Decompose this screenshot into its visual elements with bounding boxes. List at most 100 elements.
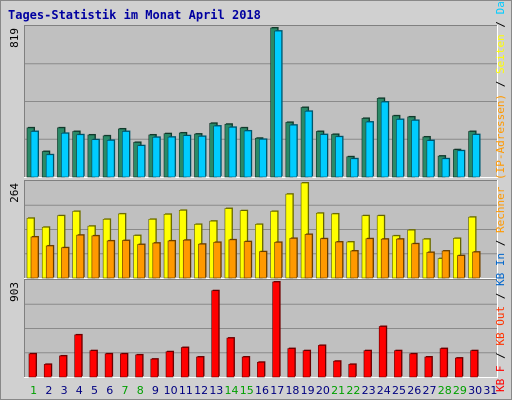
bar-dateien-day-18 [289,124,298,178]
bar-kb_total-day-11 [180,346,190,378]
chart-legend: KB F / KB Out / KB In / Rechner (IP-Adre… [494,0,507,392]
bar-face [167,240,176,279]
bar-face [106,240,115,279]
bar-face [380,101,389,178]
x-label-day-4: 4 [76,384,83,397]
bar-face [470,350,478,378]
bar-face [61,133,69,178]
bar-face [411,243,419,279]
bar-face [365,238,374,279]
bar-rechner-day-13 [213,241,222,279]
bar-face [411,120,419,178]
bar-dateien-day-6 [106,139,116,178]
y-max-label: 903 [8,282,21,302]
bar-kb_total-day-7 [120,352,129,378]
bar-rechner-day-25 [396,238,405,279]
bar-dateien-day-17 [274,30,283,178]
bar-face [76,234,84,279]
x-label-day-22: 22 [346,384,360,397]
bar-rechner-day-22 [350,250,359,279]
bar-dateien-day-9 [152,136,161,178]
bar-face [76,134,84,178]
bar-face [211,290,220,378]
bar-face [394,350,402,378]
bar-face [439,348,448,378]
bar-face [198,136,206,178]
bar-face [228,239,237,279]
legend-separator: / [494,346,507,366]
bar-face [317,345,326,378]
bar-kb_total-day-18 [287,347,296,378]
bar-face [302,350,311,378]
x-label-day-7: 7 [121,384,128,397]
x-label-day-11: 11 [179,384,193,397]
bar-face [365,121,374,178]
bar-face [120,353,128,378]
bar-rechner-day-6 [106,239,116,279]
x-label-day-5: 5 [91,384,98,397]
bar-rechner-day-16 [259,250,268,279]
legend-item-kb_in: KB In [494,253,507,286]
bar-dateien-day-22 [350,157,359,178]
bar-face [61,247,69,279]
x-label-day-6: 6 [106,384,113,397]
bar-kb_total-day-29 [455,357,464,378]
legend-item-rechner: Rechner (IP-Adressen) [494,94,507,233]
bar-face [378,326,387,378]
legend-item-kb_total: KB F [494,366,507,393]
bar-face [363,350,372,378]
bar-rechner-day-9 [152,242,161,279]
bar-face [198,243,206,279]
legend-item-seiten: Seiten [494,34,507,74]
bar-dateien-day-15 [243,129,253,178]
bar-kb_total-day-6 [104,352,114,378]
bar-face [213,242,222,279]
bar-face [91,139,100,178]
bar-face [182,135,191,178]
bar-dateien-day-3 [61,132,70,178]
bar-kb_total-day-16 [257,361,266,378]
bar-rechner-day-27 [426,251,435,279]
bar-face [226,337,235,378]
x-label-day-9: 9 [152,384,159,397]
x-axis-day-labels: 1 2 3 4 5 6 7 8 9 10 11 12 13 14 15 16 17 18 19 20 21 22 23 24 2… [30,384,497,397]
bar-face [300,182,309,279]
bar-face [350,250,359,279]
bar-rechner-day-26 [411,242,420,279]
bar-dateien-day-13 [213,125,222,178]
bar-seiten-day-19 [300,182,310,279]
bar-rechner-day-14 [228,238,237,279]
bar-face [426,140,435,178]
bar-face [289,238,298,279]
bar-face [348,364,357,378]
bar-dateien-day-14 [228,126,237,178]
bar-face [472,134,480,178]
x-label-day-30: 30 [468,384,482,397]
bar-seiten-day-30 [468,216,477,279]
bar-face [228,127,237,178]
x-label-day-26: 26 [407,384,421,397]
bar-face [137,145,145,178]
bar-dateien-day-27 [426,139,435,178]
bar-face [424,356,433,378]
bar-face [137,244,145,279]
bar-dateien-day-20 [319,133,329,178]
bar-kb_total-day-4 [74,333,83,378]
bar-kb_total-day-3 [59,354,68,378]
x-label-day-25: 25 [392,384,406,397]
bar-face [243,130,252,178]
bar-rechner-day-29 [457,254,466,279]
bar-dateien-day-1 [30,130,39,178]
bar-face [122,131,130,178]
bar-face [335,136,343,178]
y-max-label: 819 [8,28,21,48]
bar-face [28,353,37,378]
bar-dateien-day-21 [335,135,344,178]
bar-kb_total-day-9 [150,358,159,378]
bar-face [272,281,280,378]
bar-rechner-day-7 [122,239,131,279]
legend-separator: / [494,286,507,306]
bar-face [380,238,389,279]
bar-face [135,354,143,378]
bar-face [304,234,313,279]
